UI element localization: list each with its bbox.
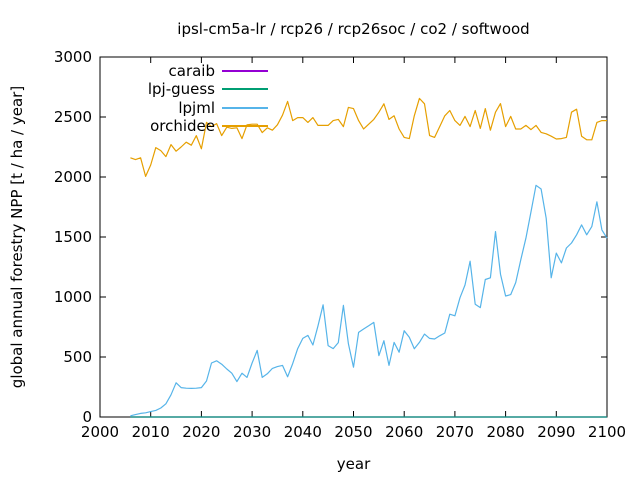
x-tick-label: 2030 (233, 423, 272, 441)
x-tick-label: 2040 (283, 423, 322, 441)
legend-label: lpj-guess (147, 80, 215, 99)
series-line-lpjml (130, 184, 608, 417)
series-line-orchidee (130, 97, 607, 177)
x-axis-label: year (336, 455, 371, 473)
chart-title: ipsl-cm5a-lr / rcp26 / rcp26soc / co2 / … (177, 20, 530, 38)
legend-line-sample (222, 70, 268, 72)
x-tick-label: 2060 (385, 423, 424, 441)
legend-line-sample (222, 125, 268, 128)
legend-line-sample (222, 88, 268, 91)
x-tick-label: 2000 (80, 423, 120, 441)
x-tick-label: 2070 (435, 423, 474, 441)
legend-label: orchidee (150, 117, 215, 136)
x-tick-label: 2020 (182, 423, 221, 441)
x-tick-label: 2080 (486, 423, 525, 441)
y-tick-label: 2000 (53, 168, 92, 186)
x-tick-label: 2010 (131, 423, 170, 441)
legend-line-sample (222, 106, 268, 109)
legend-label: lpjml (178, 98, 215, 117)
y-tick-label: 1000 (53, 288, 92, 306)
x-tick-label: 2050 (334, 423, 373, 441)
y-tick-label: 0 (82, 408, 92, 426)
y-tick-label: 1500 (53, 228, 92, 246)
y-tick-label: 3000 (53, 48, 92, 66)
x-tick-label: 2100 (587, 423, 627, 441)
x-tick-label: 2090 (537, 423, 576, 441)
y-tick-label: 500 (63, 348, 92, 366)
legend-label: caraib (168, 62, 216, 80)
y-tick-label: 2500 (53, 108, 92, 126)
